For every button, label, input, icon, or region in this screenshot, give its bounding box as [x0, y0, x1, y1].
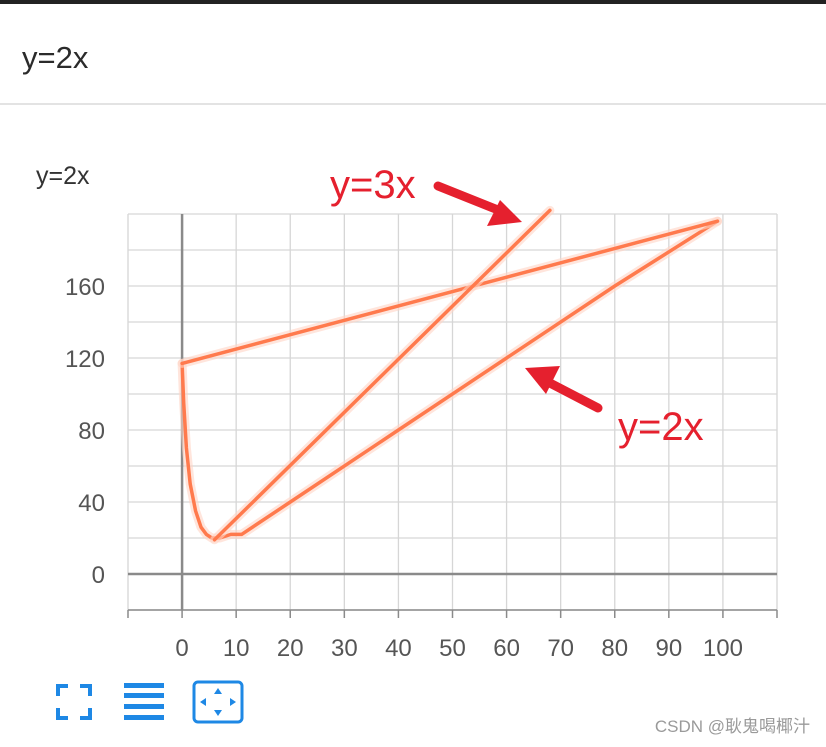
header: y=2x: [0, 4, 826, 105]
arrow-y3x: [433, 181, 503, 215]
data-view-button[interactable]: [122, 680, 166, 724]
x-tick-label: 60: [493, 635, 520, 662]
x-tick-label: 90: [655, 635, 682, 662]
x-tick-labels: 0 10 20 30 40 50 60 70 80 90 100: [175, 635, 743, 662]
chart-annotations: y=3x y=2x: [330, 163, 704, 449]
x-tick-label: 0: [175, 635, 188, 662]
fullscreen-icon: [56, 684, 92, 720]
x-tick-label: 20: [277, 635, 304, 662]
y-tick-label: 0: [92, 562, 105, 589]
x-tick-label: 100: [703, 635, 743, 662]
series-line-2: [180, 219, 720, 366]
x-tick-label: 80: [601, 635, 628, 662]
watermark: CSDN @耿鬼喝椰汁: [654, 717, 810, 736]
annotation-y2x: y=2x: [618, 405, 704, 449]
arrow-y3x-head: [487, 200, 522, 226]
y-tick-label: 120: [65, 346, 105, 373]
y-tick-label: 160: [65, 274, 105, 301]
y-tick-labels: 0 40 80 120 160: [65, 274, 105, 589]
top-border: [0, 0, 826, 4]
x-tick-label: 30: [331, 635, 358, 662]
arrow-y2x: [543, 377, 603, 413]
fit-view-icon: [192, 680, 244, 724]
series-line-3: [212, 208, 552, 542]
line-chart: y=2x 0 10 20 30 40 50 60 70 80 90 100 04080120160 …: [36, 162, 778, 662]
fullscreen-button[interactable]: [52, 680, 96, 724]
y-tick-label: 80: [78, 418, 105, 445]
chart-title: y=2x: [36, 162, 90, 190]
x-tick-label: 70: [547, 635, 574, 662]
x-tick-label: 10: [223, 635, 250, 662]
x-tick-label: 40: [385, 635, 412, 662]
page-title: y=2x: [22, 40, 89, 75]
fit-view-button[interactable]: [192, 680, 244, 724]
annotation-y3x: y=3x: [330, 163, 416, 207]
arrow-y2x-head: [525, 366, 560, 394]
y-tick-label: 40: [78, 490, 105, 517]
x-tick-label: 50: [439, 635, 466, 662]
list-icon: [124, 683, 164, 720]
chart-series: [177, 205, 722, 545]
